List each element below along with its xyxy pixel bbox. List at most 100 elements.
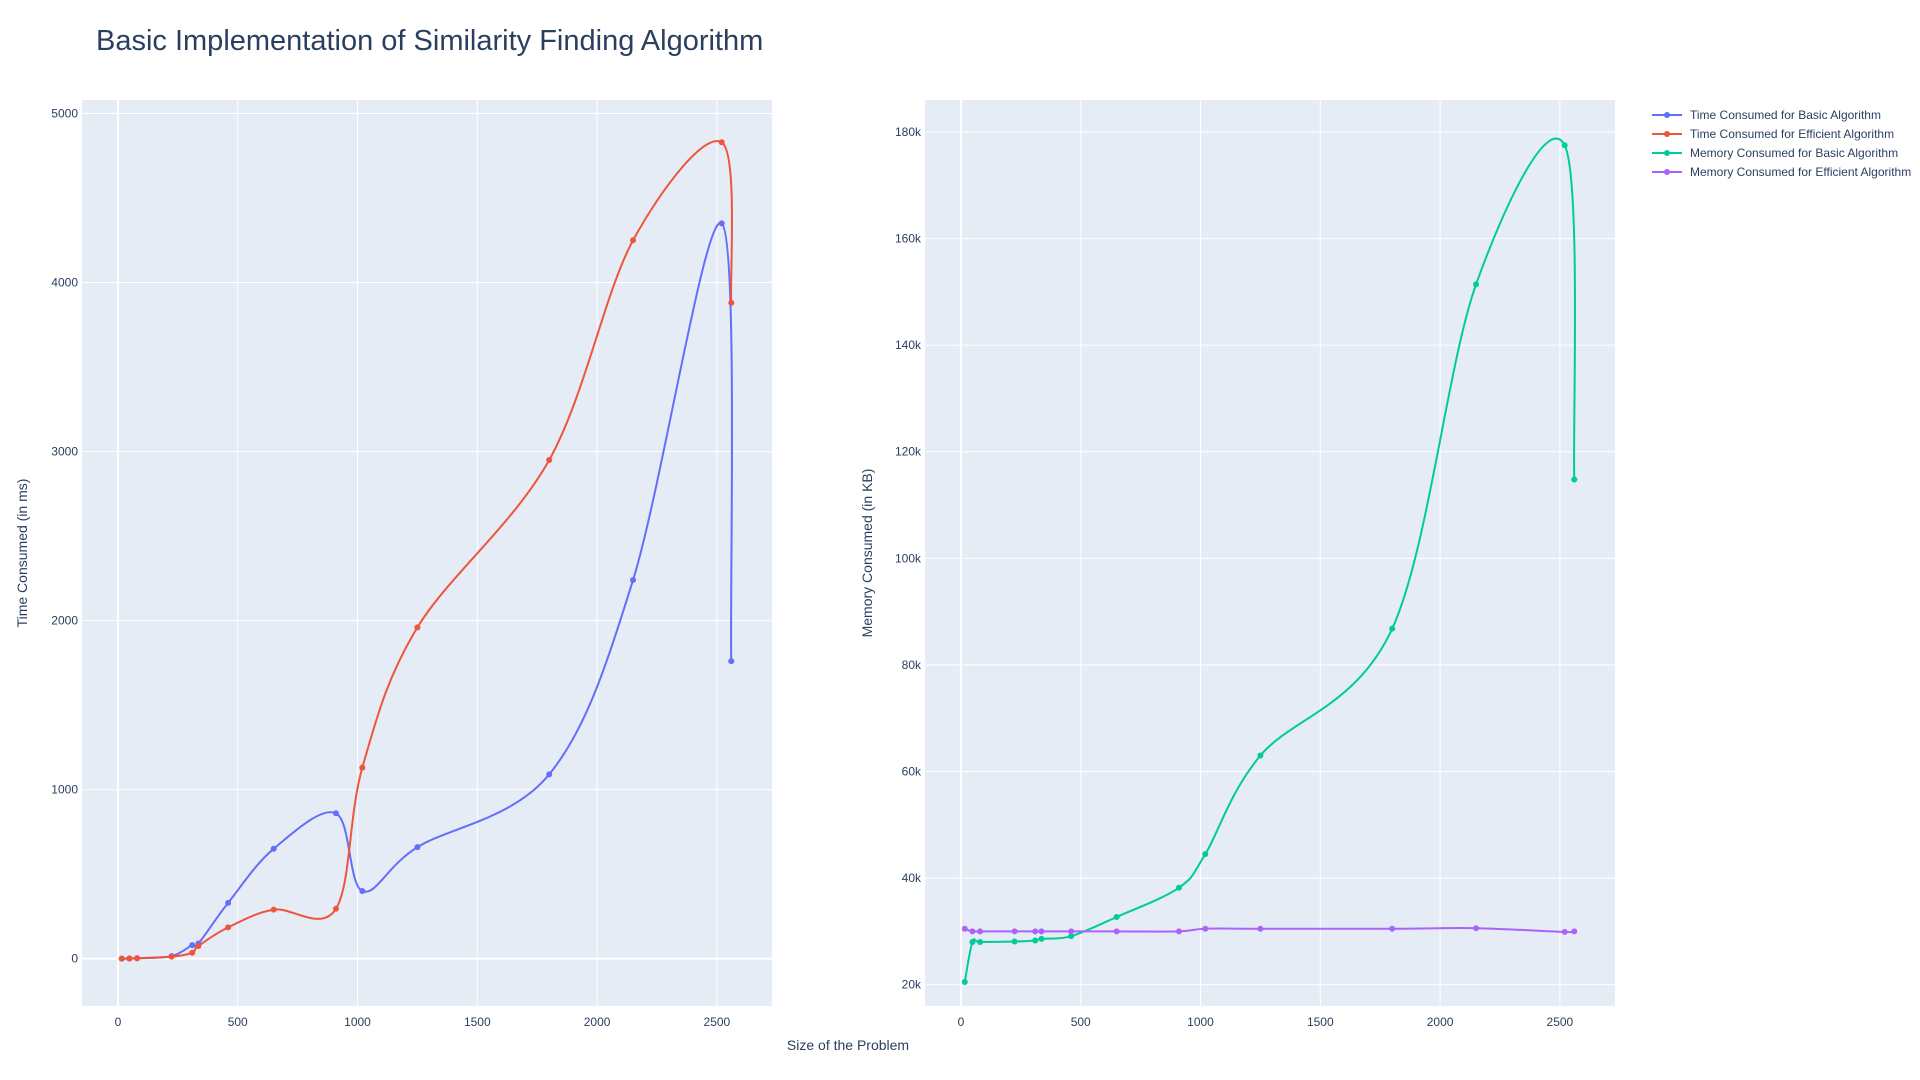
grid-time: [82, 100, 772, 1006]
data-point: [1389, 625, 1396, 632]
data-point: [118, 955, 125, 962]
legend-label: Time Consumed for Basic Algorithm: [1690, 108, 1881, 122]
y-tick-label: 2000: [51, 614, 78, 628]
plot-area-memory: [925, 100, 1615, 1006]
x-tick-label: 2000: [584, 1015, 611, 1029]
data-point: [977, 939, 984, 946]
legend: Time Consumed for Basic Algorithm Time C…: [1652, 108, 1911, 179]
data-point: [270, 845, 277, 852]
data-point: [1175, 928, 1182, 935]
x-tick-label: 1000: [1187, 1015, 1214, 1029]
x-tick-label: 2500: [1547, 1015, 1574, 1029]
data-point: [546, 457, 553, 464]
data-point: [630, 577, 637, 584]
x-tick-label: 0: [115, 1015, 122, 1029]
subplot-memory: 0 500 1000 1500 2000 2500 20k 40k 60k 80k 100k 120…: [859, 100, 1615, 1029]
plot-area-time: [82, 100, 772, 1006]
legend-item-memory-efficient[interactable]: Memory Consumed for Efficient Algorithm: [1652, 165, 1911, 179]
data-point: [1113, 914, 1120, 920]
legend-swatch-marker: [1664, 150, 1670, 156]
y-tick-label: 0: [71, 952, 78, 966]
x-tick-label: 0: [958, 1015, 965, 1029]
subplot-time: 0 500 1000 1500 2000 2500 0 1000 2000 3000 4000 50…: [14, 100, 772, 1029]
data-point: [332, 810, 339, 817]
data-point: [718, 139, 725, 146]
y-ticks-memory: 20k 40k 60k 80k 100k 120k 140k 160k 180k: [895, 125, 922, 992]
y-tick-label: 1000: [51, 783, 78, 797]
legend-swatch-marker: [1664, 131, 1670, 137]
legend-label: Memory Consumed for Efficient Algorithm: [1690, 165, 1911, 179]
data-point: [630, 237, 637, 244]
legend-swatch-marker: [1664, 169, 1670, 175]
data-point: [1389, 925, 1396, 932]
data-point: [1032, 937, 1039, 944]
legend-label: Time Consumed for Efficient Algorithm: [1690, 127, 1894, 141]
data-point: [225, 924, 232, 931]
data-point: [1068, 933, 1075, 940]
data-point: [1038, 928, 1045, 935]
data-point: [1257, 925, 1264, 932]
x-ticks-memory: 0 500 1000 1500 2000 2500: [958, 1015, 1574, 1029]
data-point: [359, 764, 366, 771]
data-point: [1202, 851, 1209, 858]
data-point: [969, 928, 976, 935]
y-tick-label: 3000: [51, 445, 78, 459]
legend-item-time-efficient[interactable]: Time Consumed for Efficient Algorithm: [1652, 127, 1894, 141]
data-point: [1473, 281, 1480, 288]
x-tick-label: 500: [228, 1015, 248, 1029]
data-point: [359, 888, 366, 895]
y-tick-label: 40k: [902, 871, 922, 885]
data-point: [1175, 884, 1182, 891]
data-point: [126, 955, 133, 962]
y-axis-title-memory: Memory Consumed (in KB): [859, 469, 875, 638]
data-point: [961, 925, 968, 932]
y-tick-label: 180k: [895, 125, 922, 139]
data-point: [414, 844, 421, 851]
data-point: [1571, 928, 1578, 935]
chart-title: Basic Implementation of Similarity Findi…: [96, 25, 763, 57]
grid-memory: [925, 100, 1615, 1006]
y-tick-label: 20k: [902, 978, 922, 992]
legend-item-time-basic[interactable]: Time Consumed for Basic Algorithm: [1652, 108, 1881, 122]
data-point: [1011, 928, 1018, 935]
data-point: [961, 979, 968, 986]
legend-swatch-marker: [1664, 112, 1670, 118]
data-point: [414, 624, 421, 631]
legend-item-memory-basic[interactable]: Memory Consumed for Basic Algorithm: [1652, 146, 1898, 160]
y-tick-label: 80k: [902, 658, 922, 672]
data-point: [168, 953, 175, 960]
data-point: [189, 942, 196, 949]
y-tick-label: 120k: [895, 445, 922, 459]
data-point: [195, 942, 202, 949]
y-tick-label: 160k: [895, 232, 922, 246]
x-tick-label: 500: [1071, 1015, 1091, 1029]
x-tick-label: 2000: [1427, 1015, 1454, 1029]
legend-label: Memory Consumed for Basic Algorithm: [1690, 146, 1898, 160]
x-tick-label: 2500: [704, 1015, 731, 1029]
x-tick-label: 1500: [1307, 1015, 1334, 1029]
y-axis-title-time: Time Consumed (in ms): [14, 479, 30, 628]
data-point: [1113, 928, 1120, 935]
data-point: [546, 771, 553, 778]
data-point: [332, 905, 339, 912]
data-point: [718, 220, 725, 227]
data-point: [728, 658, 735, 665]
y-ticks-time: 0 1000 2000 3000 4000 5000: [51, 107, 78, 966]
data-point: [270, 906, 277, 913]
data-point: [1473, 925, 1480, 932]
x-axis-title: Size of the Problem: [787, 1037, 909, 1053]
data-point: [1032, 928, 1039, 935]
data-point: [1202, 925, 1209, 932]
series-markers-time: [118, 139, 735, 962]
data-point: [189, 949, 196, 956]
data-point: [977, 928, 984, 935]
y-tick-label: 140k: [895, 338, 922, 352]
data-point: [1011, 938, 1018, 945]
y-tick-label: 60k: [902, 765, 922, 779]
data-point: [1561, 928, 1568, 935]
series-line: [964, 927, 1577, 934]
y-tick-label: 100k: [895, 551, 922, 565]
data-point: [969, 939, 976, 946]
x-tick-label: 1500: [464, 1015, 491, 1029]
